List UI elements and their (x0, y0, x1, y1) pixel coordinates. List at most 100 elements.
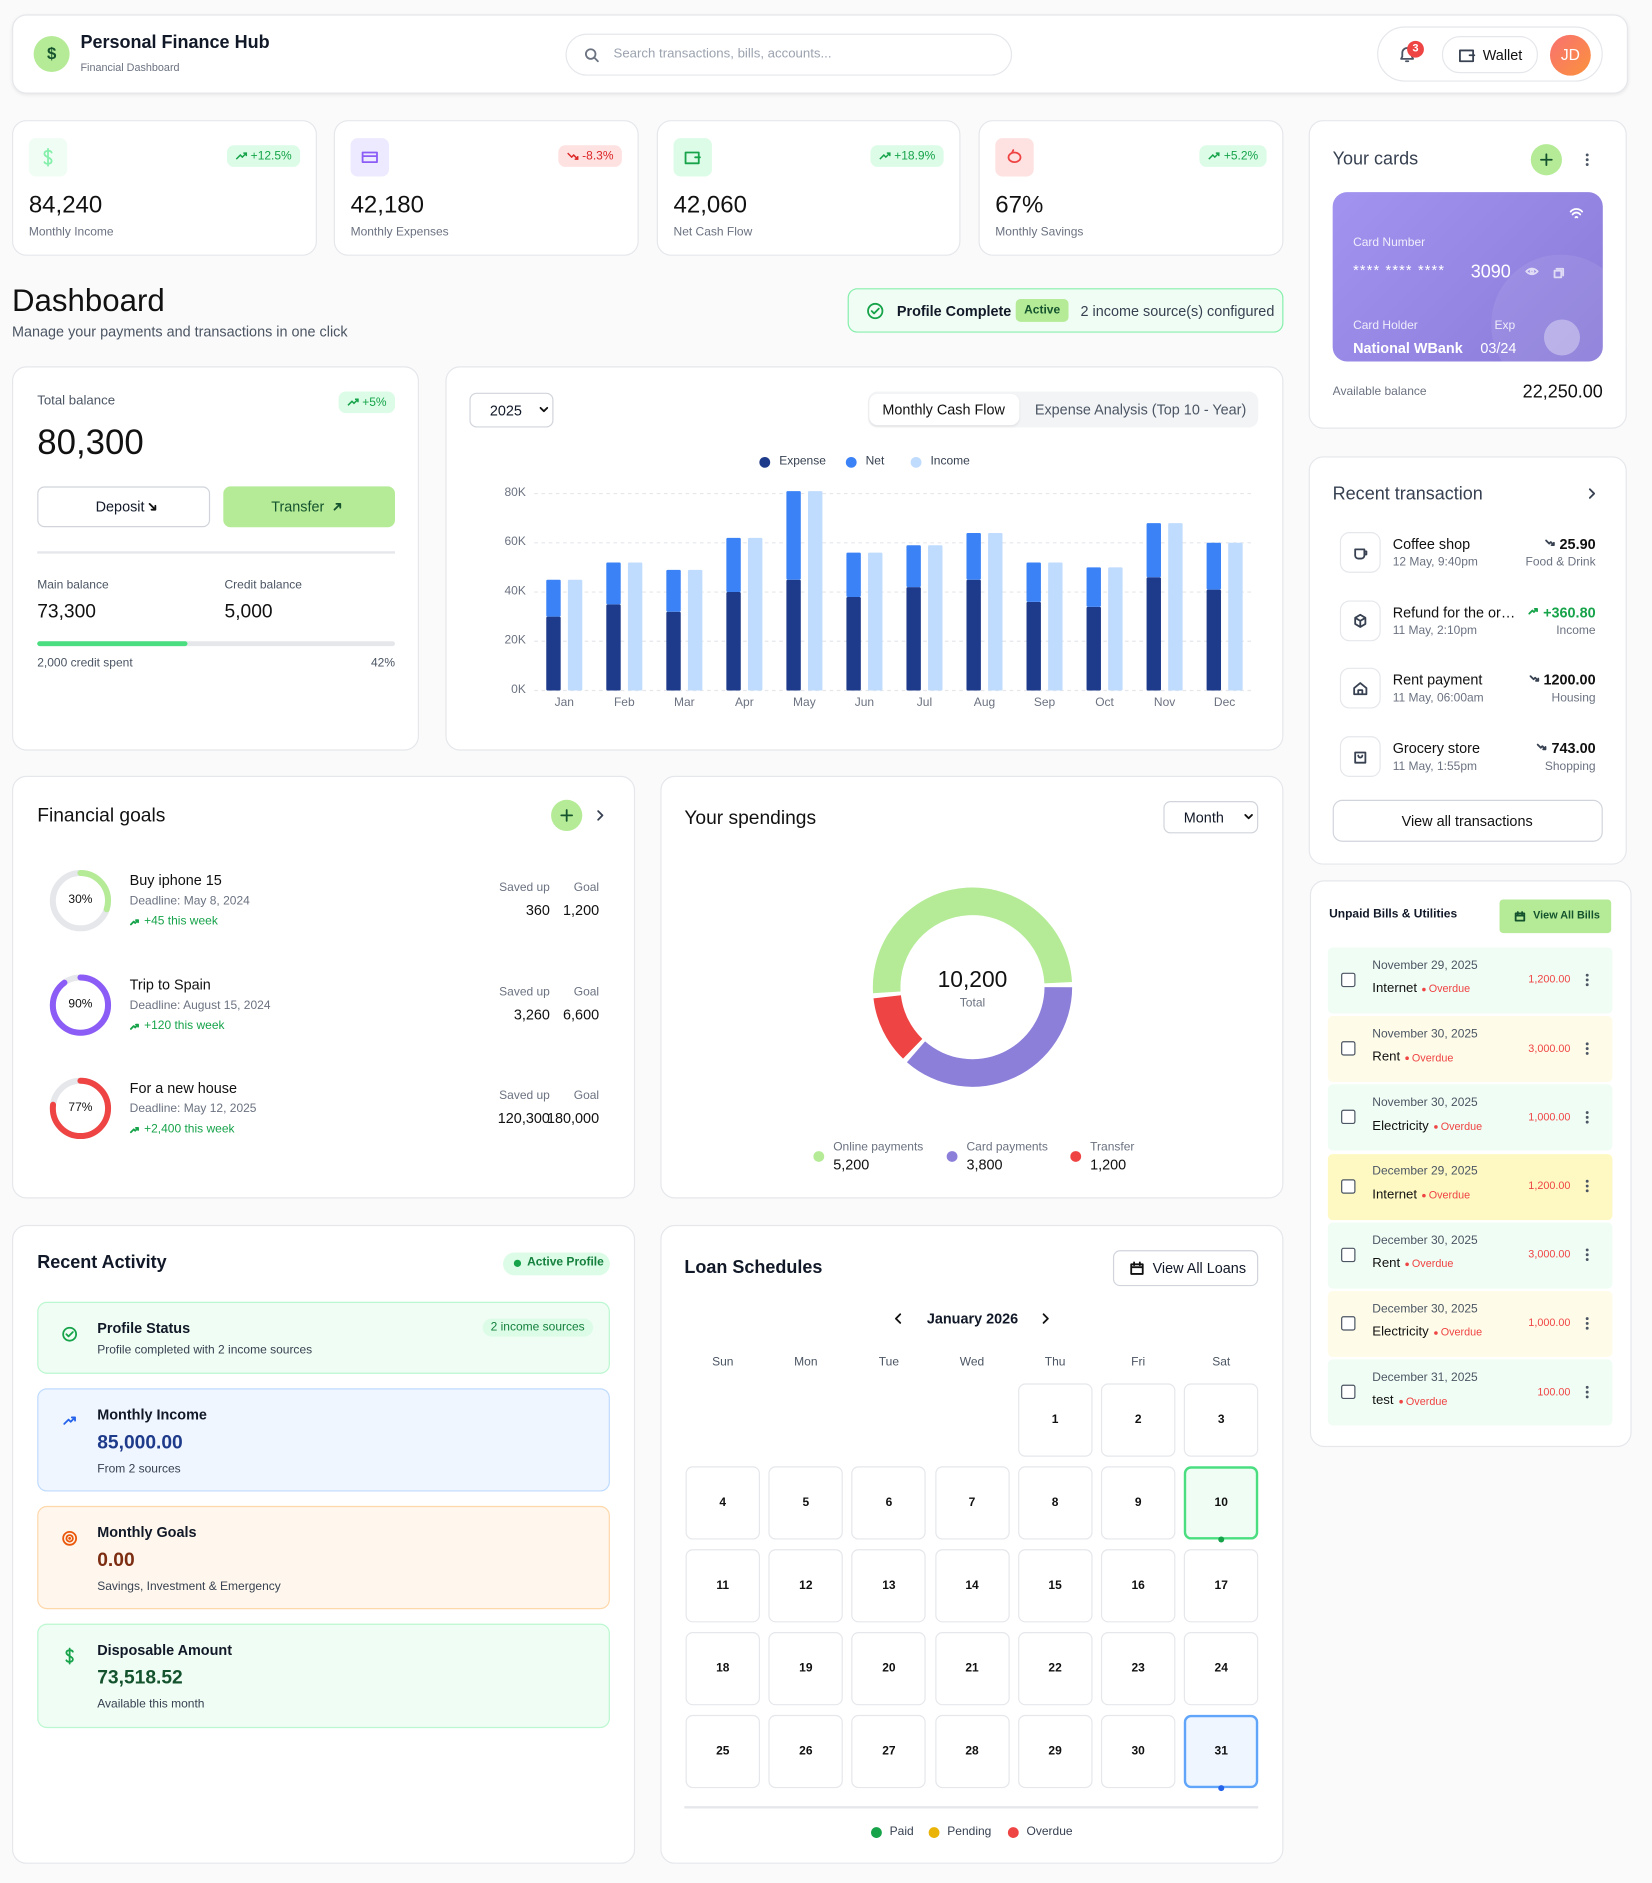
day-cell[interactable] (685, 1632, 760, 1706)
day-cell[interactable] (851, 1466, 927, 1540)
text: +120 this week (144, 1019, 225, 1033)
text: Loan Schedules (684, 1256, 823, 1278)
text: Overdue (1411, 1051, 1454, 1064)
day-cell[interactable] (685, 1549, 760, 1623)
day-cell[interactable] (851, 1714, 927, 1789)
day-cell[interactable] (1017, 1549, 1093, 1623)
text: 100.00 (1537, 1385, 1571, 1398)
stat-icon (28, 138, 68, 177)
day-cell[interactable] (685, 1714, 760, 1789)
bill-checkbox[interactable] (1341, 1178, 1356, 1194)
text: Food & Drink (1525, 555, 1596, 569)
view-transactions-button[interactable] (1332, 799, 1603, 842)
change-text: +12.5% (250, 149, 292, 163)
text: Goal (573, 985, 600, 999)
day-cell[interactable] (934, 1632, 1010, 1706)
text: Profile completed with 2 income sources (97, 1343, 313, 1357)
day-cell[interactable] (1100, 1549, 1176, 1623)
text: 22,250.00 (1522, 381, 1603, 402)
bill-checkbox[interactable] (1341, 1041, 1356, 1056)
bill-row (1327, 1016, 1613, 1083)
day-cell[interactable] (1017, 1383, 1093, 1457)
day-cell[interactable] (1100, 1383, 1176, 1457)
day-cell[interactable] (1184, 1466, 1259, 1540)
bill-checkbox[interactable] (1341, 1110, 1356, 1125)
period-select[interactable] (1163, 801, 1259, 834)
day-label: 16 (1131, 1578, 1145, 1593)
day-cell[interactable] (685, 1466, 760, 1540)
text: +45 this week (144, 914, 218, 929)
day-cell[interactable] (1017, 1466, 1093, 1540)
text: Card Number (1353, 236, 1426, 250)
text: 25.90 (1559, 535, 1596, 552)
activity-item (37, 1301, 610, 1374)
trend-path (879, 152, 891, 160)
day-cell[interactable] (1100, 1714, 1176, 1789)
day-cell[interactable] (1017, 1632, 1093, 1706)
text: 3,000.00 (1528, 1041, 1571, 1054)
deposit-button[interactable] (37, 486, 211, 528)
active-profile-badge (503, 1252, 610, 1276)
day-cell[interactable] (768, 1466, 844, 1540)
day-cell[interactable] (768, 1632, 844, 1706)
y-tick-label: 0K (511, 683, 526, 697)
text: Saved up (499, 881, 550, 895)
text: Disposable Amount (97, 1641, 232, 1658)
day-cell[interactable] (1184, 1632, 1259, 1706)
text: 03/24 (1480, 339, 1517, 357)
bill-checkbox[interactable] (1341, 1247, 1356, 1262)
day-cell[interactable] (1184, 1549, 1259, 1623)
bill-checkbox[interactable] (1341, 1384, 1356, 1400)
text: December 29, 2025 (1372, 1165, 1478, 1179)
bill-checkbox[interactable] (1341, 1316, 1356, 1331)
text: 1200.00 (1543, 670, 1596, 688)
text: View all transactions (1401, 812, 1533, 830)
text: 73,518.52 (97, 1668, 183, 1689)
text: Net Cash Flow (673, 225, 753, 239)
transfer-button[interactable] (223, 486, 395, 528)
day-cell[interactable] (1184, 1383, 1259, 1457)
text: 12 May, 9:40pm (1392, 555, 1478, 569)
bill-checkbox[interactable] (1341, 972, 1356, 988)
text: Deadline: May 8, 2024 (129, 894, 250, 908)
chart-tab-active[interactable] (869, 393, 1020, 426)
avatar[interactable] (1549, 34, 1591, 76)
day-cell[interactable] (934, 1549, 1010, 1623)
day-cell[interactable] (1100, 1632, 1176, 1706)
text: November 30, 2025 (1372, 1027, 1478, 1042)
trend-path (347, 398, 359, 406)
text: Financial Dashboard (80, 61, 180, 74)
text: Unpaid Bills & Utilities (1329, 907, 1458, 921)
text: From 2 sources (97, 1462, 181, 1476)
transactions-card (1308, 456, 1627, 865)
text: 73,300 (37, 601, 96, 623)
wallet-button[interactable] (1441, 36, 1538, 74)
search-box[interactable] (565, 33, 1013, 76)
bill-row (1327, 947, 1613, 1014)
day-cell[interactable] (768, 1714, 844, 1789)
day-label: 26 (799, 1744, 813, 1758)
day-cell[interactable] (851, 1632, 927, 1706)
day-cell[interactable] (768, 1549, 844, 1623)
day-label: 31 (1214, 1744, 1228, 1758)
text: Internet (1372, 1187, 1418, 1202)
bill-row (1327, 1222, 1613, 1289)
trend-icon (347, 398, 359, 406)
day-label: 17 (1214, 1578, 1228, 1593)
year-select[interactable] (469, 392, 554, 428)
day-cell[interactable] (934, 1714, 1010, 1789)
day-label: 22 (1048, 1661, 1062, 1676)
text: 2 income source(s) configured (1080, 302, 1275, 319)
text: Rent (1372, 1050, 1401, 1065)
text: +360.80 (1543, 603, 1596, 621)
text: 10,200 (937, 968, 1008, 994)
day-cell[interactable] (851, 1549, 927, 1623)
text: Exp (1494, 319, 1516, 333)
text: **** **** **** (1353, 261, 1446, 279)
transaction-icon (1339, 736, 1381, 777)
day-cell[interactable] (934, 1466, 1010, 1540)
text: 67% (995, 191, 1044, 219)
day-cell[interactable] (1184, 1714, 1259, 1789)
day-cell[interactable] (1017, 1714, 1093, 1789)
day-cell[interactable] (1100, 1466, 1176, 1540)
